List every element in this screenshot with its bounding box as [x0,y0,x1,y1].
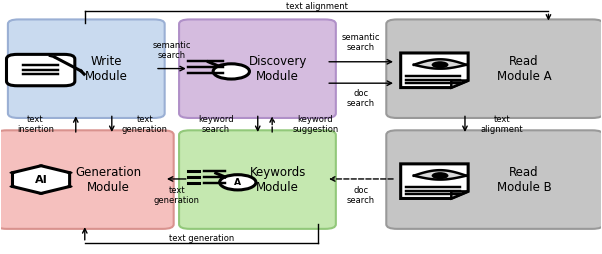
Text: AI: AI [35,174,48,185]
Text: Keywords
Module: Keywords Module [250,166,306,194]
Circle shape [67,185,73,188]
Text: keyword
suggestion: keyword suggestion [293,115,338,134]
FancyBboxPatch shape [8,19,165,118]
Text: text
generation: text generation [154,186,200,205]
FancyBboxPatch shape [7,54,75,86]
FancyBboxPatch shape [386,19,602,118]
Text: A: A [234,178,241,187]
Text: keyword
search: keyword search [198,115,234,134]
Circle shape [10,185,16,188]
FancyBboxPatch shape [179,130,336,229]
Circle shape [10,171,16,174]
Polygon shape [13,166,70,194]
Circle shape [220,175,256,190]
FancyBboxPatch shape [386,130,602,229]
Text: doc
search: doc search [347,89,375,108]
Polygon shape [452,191,468,198]
FancyBboxPatch shape [0,130,173,229]
Circle shape [432,61,448,68]
Text: Generation
Module: Generation Module [75,166,141,194]
Text: text generation: text generation [169,234,234,243]
Polygon shape [452,81,468,88]
Text: semantic
search: semantic search [342,33,380,52]
Text: text
generation: text generation [122,115,168,134]
Polygon shape [401,164,468,198]
Circle shape [213,64,249,79]
Text: Write
Module: Write Module [85,55,128,83]
Text: semantic
search: semantic search [153,41,191,60]
Circle shape [432,172,448,179]
Text: text
insertion: text insertion [17,115,54,134]
Polygon shape [401,53,468,88]
Circle shape [38,165,44,167]
Text: Discovery
Module: Discovery Module [249,55,307,83]
Circle shape [67,171,73,174]
Text: Read
Module A: Read Module A [497,55,551,83]
Text: doc
search: doc search [347,186,375,205]
Circle shape [38,192,44,195]
Text: text
alignment: text alignment [481,115,524,134]
Text: Read
Module B: Read Module B [497,166,551,194]
FancyBboxPatch shape [179,19,336,118]
Text: text alignment: text alignment [286,2,347,11]
